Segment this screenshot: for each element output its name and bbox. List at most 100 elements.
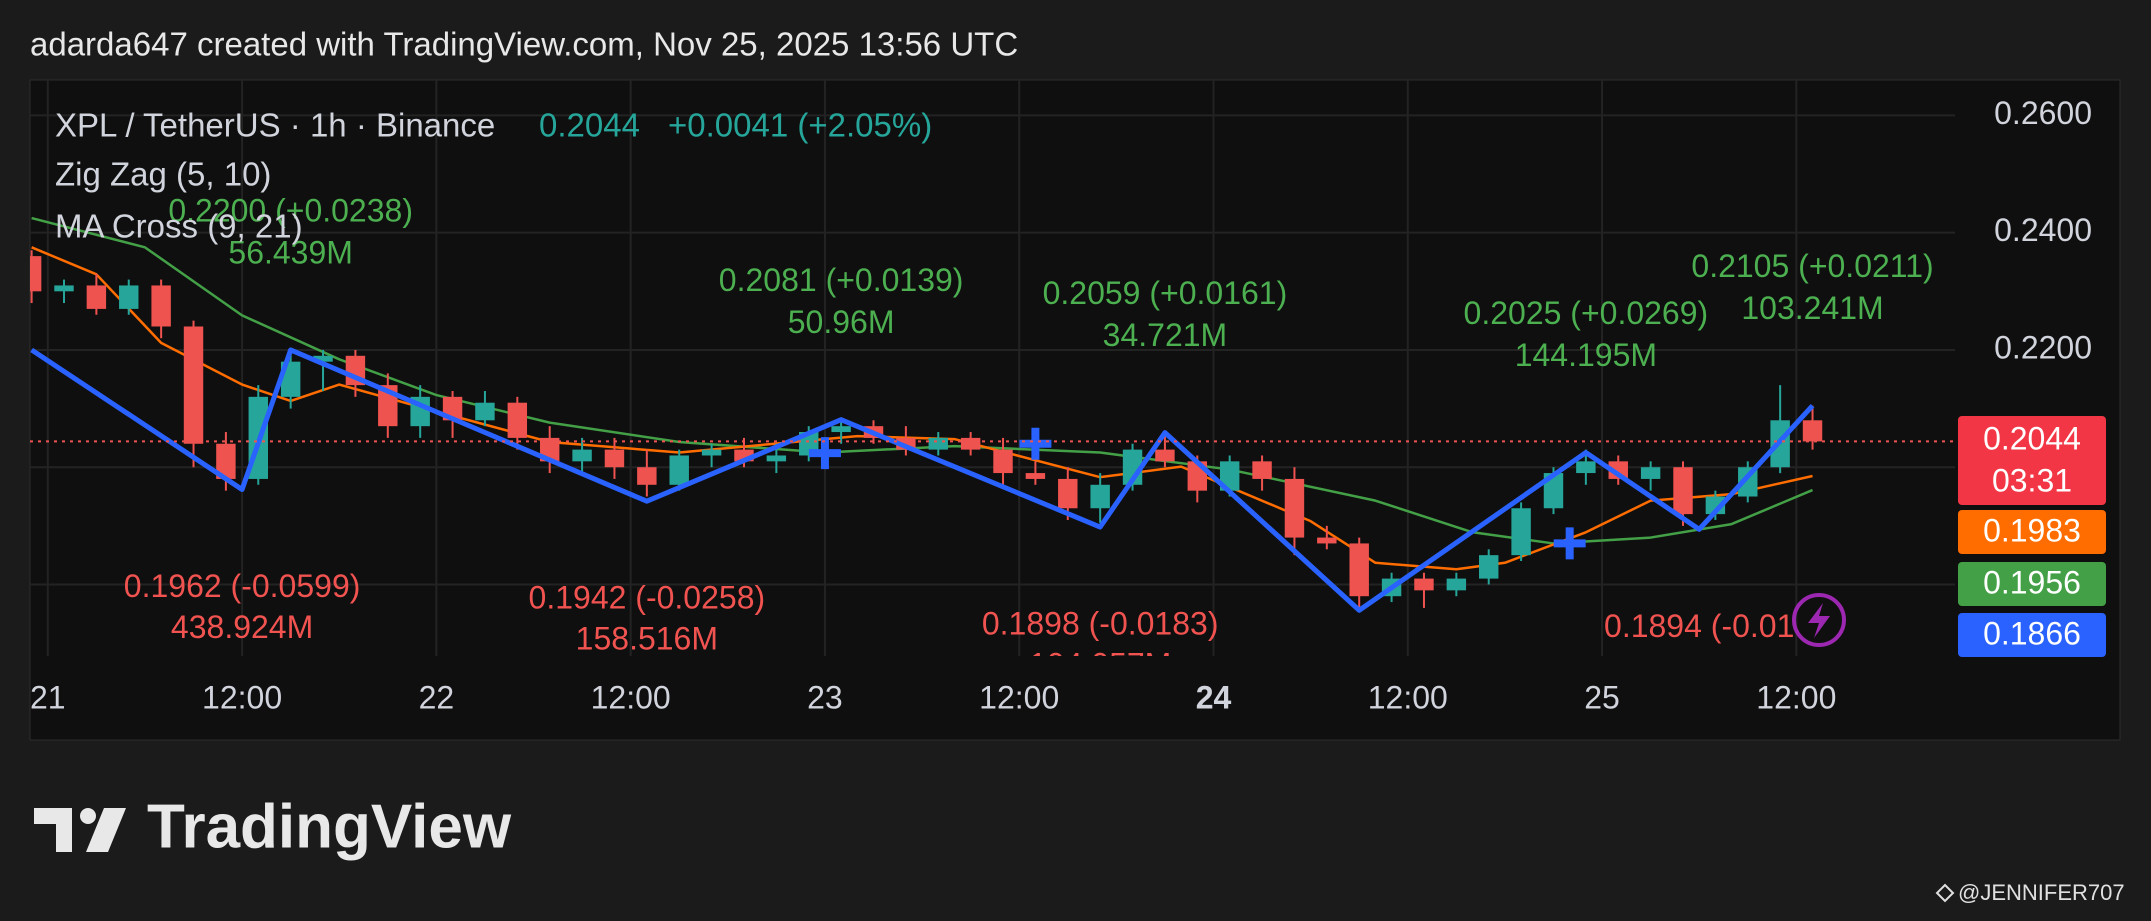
pivot-volume: 56.439M bbox=[228, 234, 353, 270]
plot-area: 0.1962 (-0.0599) 438.924M 0.2200 (+0.0238)… bbox=[30, 80, 1955, 682]
ma-line bbox=[31, 216, 1814, 545]
candle-body bbox=[1479, 555, 1499, 579]
candle-body bbox=[1802, 420, 1823, 442]
candle-body bbox=[1317, 537, 1337, 544]
indicator-zigzag: Zig Zag (5, 10) bbox=[55, 156, 271, 193]
y-tick-label: 0.2200 bbox=[1994, 329, 2092, 365]
cross-marker bbox=[1553, 527, 1586, 560]
price-change: +0.0041 (+2.05%) bbox=[668, 107, 932, 144]
candle-body bbox=[183, 326, 204, 444]
x-tick-label: 21 bbox=[30, 679, 66, 715]
pivot-label: 0.1894 (-0.01 bbox=[1604, 608, 1794, 644]
candle-body bbox=[313, 355, 333, 362]
y-tick-label: 0.2600 bbox=[1994, 95, 2092, 131]
candle-body bbox=[1608, 461, 1628, 479]
last-price-tag-label: 0.2044 bbox=[1983, 420, 2081, 456]
price-tag bbox=[1958, 562, 2106, 606]
candle-body bbox=[928, 437, 948, 450]
cross-marker bbox=[808, 437, 841, 470]
candle-body bbox=[1511, 508, 1531, 556]
pivot-label: 0.2200 (+0.0238) bbox=[168, 192, 413, 228]
pivot-volume: 50.96M bbox=[788, 304, 895, 340]
brand-logo: TradingView bbox=[147, 792, 512, 861]
price-tag-label: 0.1956 bbox=[1983, 564, 2081, 600]
price-tag bbox=[1958, 510, 2106, 554]
x-tick-label: 12:00 bbox=[979, 679, 1059, 715]
candle-body bbox=[572, 449, 592, 462]
candle-body bbox=[701, 449, 722, 456]
candle-body bbox=[766, 455, 787, 462]
alert-icon[interactable] bbox=[1792, 593, 1846, 647]
pivot-label: 0.2025 (+0.0269) bbox=[1464, 295, 1709, 331]
candle-body bbox=[30, 256, 42, 292]
candle-body bbox=[896, 437, 916, 450]
indicator-ma-cross: MA Cross (9, 21) bbox=[55, 208, 303, 245]
candle-body bbox=[1090, 484, 1110, 509]
candle-body bbox=[1446, 578, 1467, 591]
x-tick-label: 12:00 bbox=[1756, 679, 1836, 715]
candle-body bbox=[1414, 578, 1434, 591]
pivot-volume: 144.195M bbox=[1515, 337, 1657, 373]
candle-body bbox=[1155, 449, 1175, 462]
candle-body bbox=[475, 402, 495, 421]
candle-body bbox=[604, 449, 625, 468]
candle-body bbox=[1252, 461, 1272, 479]
zigzag-line bbox=[30, 347, 1815, 613]
x-tick-label: 24 bbox=[1196, 679, 1232, 715]
candle-body bbox=[1058, 478, 1078, 509]
candle-body bbox=[831, 426, 851, 433]
alert-bolt bbox=[1808, 603, 1830, 638]
pivot-volume: 158.516M bbox=[576, 621, 718, 657]
countdown: 03:31 bbox=[1992, 462, 2072, 498]
x-tick-label: 12:00 bbox=[1368, 679, 1448, 715]
pivot-label: 0.2105 (+0.0211) bbox=[1691, 248, 1933, 284]
last-price-tag bbox=[1958, 416, 2106, 505]
x-tick-label: 12:00 bbox=[591, 679, 671, 715]
pivot-label: 0.2059 (+0.0161) bbox=[1043, 275, 1288, 311]
candle-body bbox=[54, 285, 74, 292]
candle-body bbox=[637, 467, 657, 485]
pivot-label: 0.1898 (-0.0183) bbox=[982, 605, 1219, 641]
candle-body bbox=[216, 443, 236, 479]
candle-body bbox=[1219, 461, 1240, 491]
pivot-label: 0.2081 (+0.0139) bbox=[719, 262, 964, 298]
watermark: @JENNIFER707 bbox=[1958, 880, 2125, 905]
candle-body bbox=[669, 455, 689, 485]
price-tag bbox=[1958, 613, 2106, 657]
cross-marker bbox=[1019, 427, 1052, 460]
watermark-icon bbox=[1935, 883, 1955, 903]
candle-body bbox=[119, 285, 139, 309]
candle-body bbox=[1349, 543, 1369, 597]
logo-mark bbox=[34, 808, 126, 852]
candle-body bbox=[1640, 467, 1661, 479]
x-tick-label: 22 bbox=[419, 679, 455, 715]
pivot-label: 0.1942 (-0.0258) bbox=[529, 580, 766, 616]
x-tick-label: 23 bbox=[807, 679, 843, 715]
candle-body bbox=[1673, 467, 1693, 515]
price-tag-label: 0.1983 bbox=[1983, 512, 2081, 548]
candle-body bbox=[1576, 461, 1596, 474]
pivot-label: 0.1962 (-0.0599) bbox=[124, 568, 361, 604]
y-tick-label: 0.2400 bbox=[1994, 212, 2092, 248]
pivot-volume: 104.057M bbox=[1029, 646, 1171, 682]
candle-body bbox=[734, 449, 754, 462]
pivot-volume: 103.241M bbox=[1741, 290, 1883, 326]
overlay: 0.2600 0.2400 0.2200 21 12:00 22 12:00 23 12:00 2… bbox=[30, 95, 2106, 715]
candle-body bbox=[1284, 478, 1305, 538]
symbol-title: XPL / TetherUS · 1h · Binance bbox=[55, 107, 495, 144]
candle-body bbox=[1025, 473, 1046, 479]
price-tag-label: 0.1866 bbox=[1983, 615, 2081, 651]
candle-body bbox=[86, 285, 107, 309]
pivot-volume: 438.924M bbox=[171, 609, 313, 645]
pivot-volume: 34.721M bbox=[1103, 317, 1228, 353]
last-price: 0.2044 bbox=[539, 107, 640, 144]
x-tick-label: 25 bbox=[1584, 679, 1620, 715]
candle-body bbox=[993, 449, 1013, 474]
candle-body bbox=[151, 285, 171, 327]
x-tick-label: 12:00 bbox=[202, 679, 282, 715]
candle-body bbox=[507, 402, 528, 438]
candle-body bbox=[1543, 473, 1564, 509]
caption: adarda647 created with TradingView.com, … bbox=[30, 26, 1018, 63]
